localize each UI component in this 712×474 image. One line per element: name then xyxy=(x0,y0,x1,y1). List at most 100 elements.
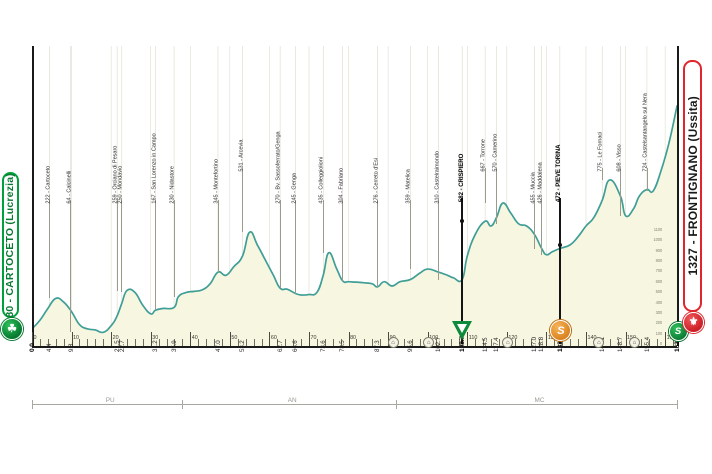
x-axis-minor-tick xyxy=(142,339,144,346)
x-axis-major-tick xyxy=(625,332,627,346)
x-axis-minor-tick xyxy=(126,339,128,346)
province-code-label: AN xyxy=(277,397,308,405)
x-axis-minor-tick xyxy=(158,339,160,346)
x-axis-tick-label: 70 xyxy=(310,335,317,341)
y-axis-tick-label: 0 xyxy=(659,341,662,346)
x-axis-minor-tick xyxy=(498,339,500,346)
place-label: 455 - Muccia xyxy=(530,172,537,204)
x-axis-minor-tick xyxy=(198,339,199,346)
town-marker-icon: ⌂ xyxy=(593,337,605,348)
place-label: 222 - Cartoceto xyxy=(45,165,52,204)
x-axis-major-tick xyxy=(111,332,112,346)
x-axis-major-tick xyxy=(190,332,192,346)
y-axis-ticks: 0 100 200 300 400 500 600 700 800 900 1000 1100 xyxy=(648,227,678,348)
finish-banner[interactable]: 1327 - FRONTIGNANO (Ussita) xyxy=(683,60,702,312)
x-axis-minor-tick xyxy=(79,339,81,346)
x-axis-minor-tick xyxy=(483,339,484,346)
annotation-leader-line xyxy=(377,200,378,287)
place-label: 775 - Le Fornaci xyxy=(597,131,604,172)
x-axis-minor-tick xyxy=(253,339,255,346)
x-axis-minor-tick xyxy=(570,339,571,346)
x-axis-minor-tick xyxy=(475,339,476,346)
gpm-marker-crispiero[interactable] xyxy=(452,320,473,341)
x-axis-minor-tick xyxy=(119,339,120,346)
place-label: 230 - Nidastore xyxy=(169,166,176,204)
annotation-leader-line xyxy=(496,168,497,224)
place-label: 472 - PIEVE TORINA xyxy=(555,144,563,203)
km-distance-label: 117.4 xyxy=(493,337,501,352)
sprint-marker-pieve-torina[interactable]: S xyxy=(550,320,572,341)
y-axis-tick-label: 300 xyxy=(655,309,663,315)
x-axis-minor-tick xyxy=(103,339,104,346)
province-rule-cap xyxy=(677,400,678,409)
x-axis-minor-tick xyxy=(617,339,619,346)
annotation-leader-line xyxy=(438,200,439,280)
x-axis-minor-tick xyxy=(641,339,643,346)
annotation-leader-line xyxy=(279,200,281,289)
x-axis-minor-tick xyxy=(491,339,492,346)
place-label: 250 - Mondavio xyxy=(117,165,124,204)
y-axis-tick-label: 600 xyxy=(655,278,663,284)
sds-marker[interactable]: S xyxy=(668,322,688,341)
annotation-leader-line xyxy=(409,200,411,270)
start-stem xyxy=(32,46,34,346)
x-axis-minor-tick xyxy=(261,339,263,346)
x-axis-minor-tick xyxy=(63,339,65,346)
annotation-leader-line xyxy=(342,200,343,281)
place-label: 531 - Arcevia xyxy=(238,139,245,172)
place-label: 304 - Fabriano xyxy=(338,167,345,204)
annotation-leader-line xyxy=(242,168,243,233)
x-axis-tick-label: 80 xyxy=(350,335,357,341)
place-label: 359 - Matelica xyxy=(405,169,412,204)
x-axis-minor-tick xyxy=(221,339,223,346)
x-axis-minor-tick xyxy=(39,339,41,346)
x-axis-minor-tick xyxy=(182,339,184,346)
place-label: 724 - Castelsantangelo sul Nera xyxy=(642,93,649,172)
x-axis-tick-label: 140 xyxy=(587,335,597,341)
annotation-point-dot xyxy=(460,219,465,224)
town-marker-icon: ⌂ xyxy=(423,337,435,348)
place-label: 582 - CRISPIERO xyxy=(457,153,465,203)
start-banner[interactable]: 80 - CARTOCETO (Lucrezia) xyxy=(2,172,19,318)
x-axis-major-tick xyxy=(71,332,73,346)
province-rule-cap xyxy=(32,400,33,409)
finish-banner-label: 1327 - FRONTIGNANO (Ussita) xyxy=(685,96,700,276)
x-axis-major-tick xyxy=(665,332,666,346)
x-axis-minor-tick xyxy=(214,339,215,346)
km-distance-label: 114.5 xyxy=(481,337,489,352)
y-axis-tick-label: 1100 xyxy=(653,227,662,232)
x-axis-tick-label: 40 xyxy=(191,335,198,341)
x-axis-tick-label: 20 xyxy=(112,335,119,341)
x-axis-major-tick xyxy=(32,332,33,346)
x-axis-minor-tick xyxy=(237,339,239,346)
province-bar: PU AN MC xyxy=(0,392,712,418)
x-axis-major-tick xyxy=(150,332,152,346)
annotation-leader-line xyxy=(601,168,603,180)
x-axis-minor-tick xyxy=(55,339,57,346)
x-axis-major-tick xyxy=(229,332,231,346)
elevation-line xyxy=(32,105,677,334)
annotation-leader-line xyxy=(541,200,542,255)
place-label: 426 - Maddalena xyxy=(537,162,544,204)
place-label: 667 - Torrone xyxy=(480,139,487,172)
x-axis-minor-tick xyxy=(435,339,437,346)
start-banner-label: 80 - CARTOCETO (Lucrezia) xyxy=(4,172,17,318)
annotation-leader-line xyxy=(70,200,72,333)
finish-logo-glyph: ⚜ xyxy=(688,316,699,328)
place-label: 64 - Calcinelli xyxy=(66,170,73,204)
x-axis-tick-label: 10 xyxy=(73,335,80,341)
x-axis-minor-tick xyxy=(293,339,294,346)
annotation-leader-line xyxy=(461,198,463,344)
annotation-leader-line xyxy=(559,198,561,344)
annotation-leader-line xyxy=(620,168,621,216)
x-axis-minor-tick xyxy=(324,339,326,346)
x-axis-minor-tick xyxy=(419,339,421,346)
x-axis-minor-tick xyxy=(356,339,358,346)
x-axis-minor-tick xyxy=(372,339,373,346)
annotation-leader-line xyxy=(155,200,156,311)
km-distance-label: 148.7 xyxy=(617,337,625,352)
annotation-point-dot xyxy=(557,242,562,247)
x-axis-line xyxy=(32,346,677,348)
x-axis-major-tick xyxy=(546,332,548,346)
